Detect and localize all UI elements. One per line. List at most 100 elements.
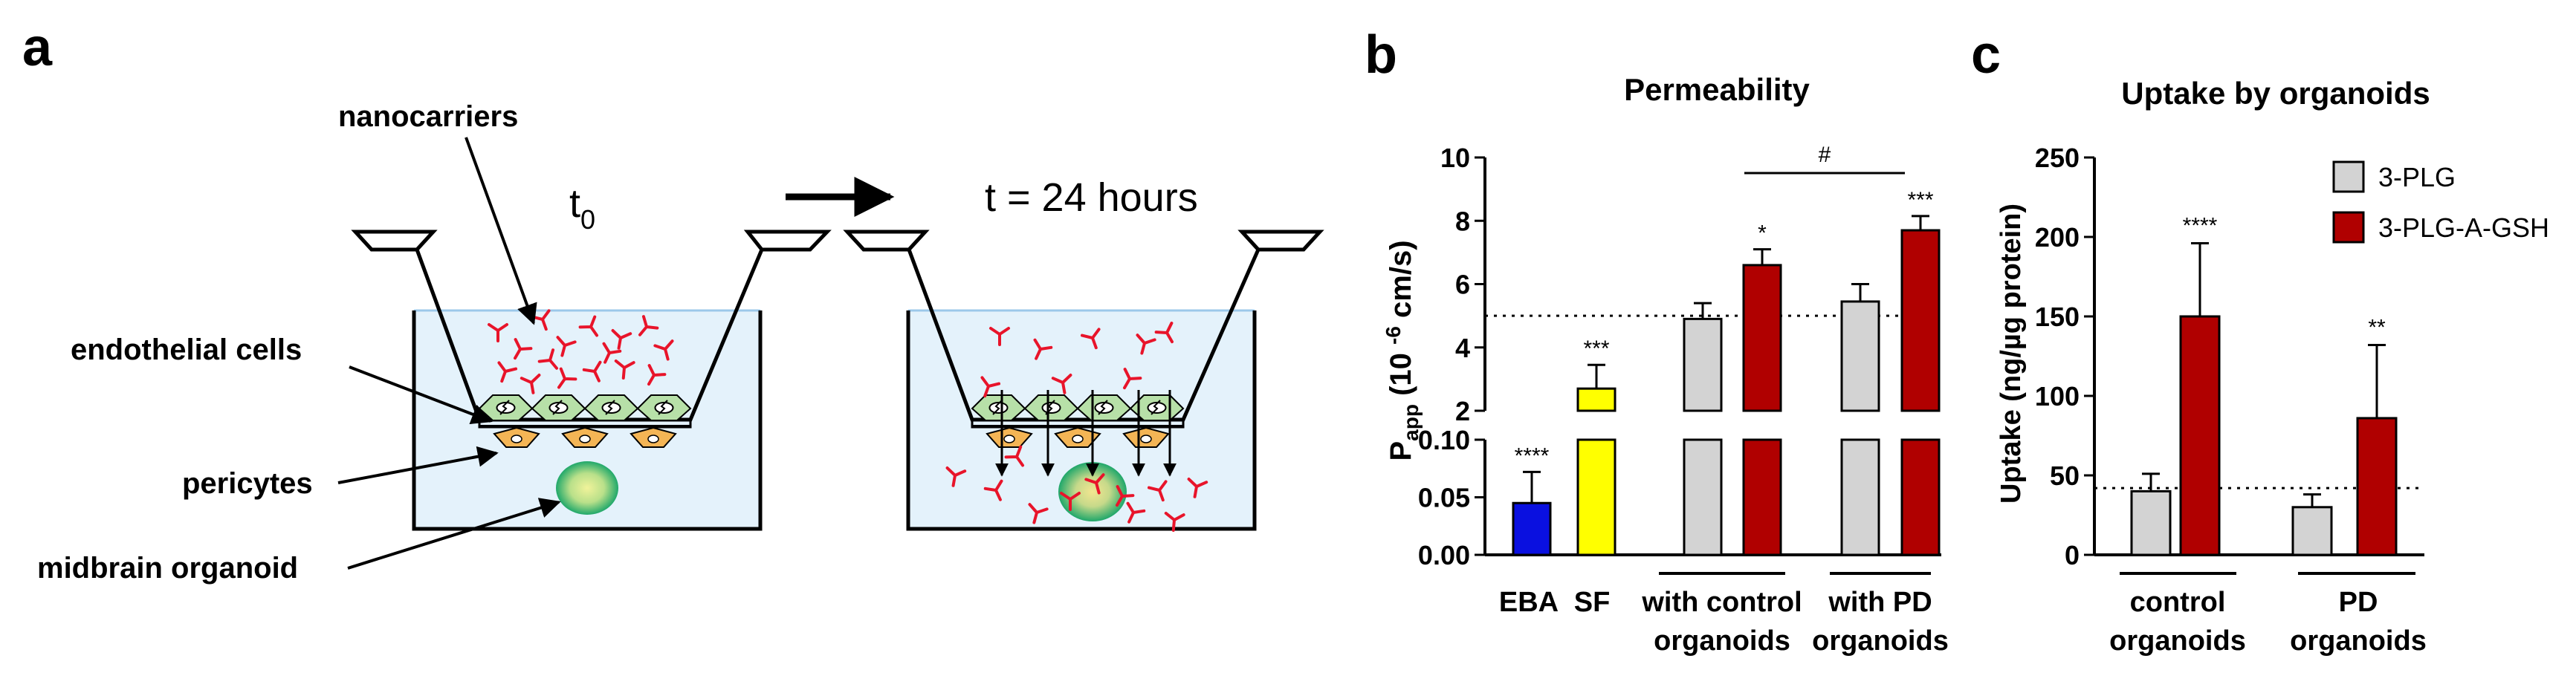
c-bar (2130, 489, 2172, 556)
nanocarrier (1004, 445, 1025, 467)
b-bar-lower (1742, 438, 1782, 556)
nanocarriers-left (488, 309, 674, 394)
nanocarrier (1126, 501, 1146, 524)
nanocarrier-shape (1116, 485, 1135, 507)
time-zero-label: t0 (569, 181, 595, 235)
nanocarrier-shape (557, 367, 577, 389)
b-tick-label: 0.10 (1418, 425, 1470, 455)
nanocarrier (1136, 334, 1156, 355)
organoid-right (1058, 462, 1127, 521)
nanocarrier (638, 315, 659, 336)
b-tick-label: 6 (1455, 270, 1470, 300)
nanocarrier-shape (514, 338, 533, 360)
panel-c-group-labels: control organoids PD organoids (2109, 572, 2427, 657)
c-tick-label: 200 (2035, 222, 2080, 253)
c-tick-label: 100 (2035, 381, 2080, 411)
organoid-left (556, 461, 618, 515)
nanocarrier (578, 315, 599, 337)
nanocarrier-shape (537, 348, 558, 370)
nanocarrier-shape (1154, 322, 1174, 344)
nanocarrier-shape (1080, 328, 1101, 350)
panel-c: c Uptake by organoids Uptake (ng/µg prot… (1971, 25, 2549, 657)
panel-b-ylabel: Papp (10 -6 cm/s) (1382, 240, 1423, 461)
nanocarrier (1147, 480, 1168, 502)
b-bar-upper (1576, 387, 1617, 412)
pericyte-nucleus (647, 435, 659, 443)
nanocarrier-shape (983, 479, 1003, 501)
c-group-label-ctrl-1: control (2130, 587, 2226, 618)
nanocarriers-right (945, 322, 1208, 532)
b-bar-upper (1683, 317, 1723, 412)
b-tick-label: 4 (1455, 333, 1470, 363)
nanocarrier (983, 479, 1003, 501)
group-label-pd-1: with PD (1828, 587, 1932, 618)
c-tick-label: 150 (2035, 302, 2080, 332)
time-24h-label: t = 24 hours (985, 175, 1198, 220)
nanocarrier-shape (1123, 368, 1142, 390)
hash-significance: # (1819, 143, 1831, 167)
b-significance: *** (1907, 188, 1933, 212)
nanocarrier-shape (602, 342, 622, 364)
panel-c-legend: 3-PLG 3-PLG-A-GSH (2332, 160, 2549, 244)
nanocarrier-shape (497, 361, 518, 383)
nanocarrier (537, 348, 558, 370)
c-bar (2291, 506, 2333, 556)
b-bar-upper (1742, 264, 1782, 412)
nanocarrier-shape (1147, 480, 1168, 502)
legend-swatch (2332, 160, 2365, 193)
panel-b-title: Permeability (1624, 72, 1810, 107)
b-bar-upper (1840, 300, 1880, 412)
nanocarrier-shape (638, 315, 659, 336)
panel-c-bars: ****** (2130, 214, 2398, 556)
c-tick-label: 50 (2050, 461, 2080, 491)
nanocarrier (1028, 503, 1049, 524)
panel-a-letter: a (22, 18, 53, 77)
nanocarrier (653, 339, 674, 361)
nanocarrier (1033, 338, 1053, 360)
group-label-sf: SF (1574, 587, 1611, 618)
nanocarrier (582, 360, 602, 383)
c-group-label-pd-2: organoids (2290, 625, 2427, 657)
nanocarrier (1154, 322, 1174, 344)
b-significance: **** (1515, 443, 1550, 468)
nanocarrier (1187, 478, 1208, 498)
nanocarrier (1116, 485, 1135, 507)
nanocarrier (514, 338, 533, 360)
tight-junction (499, 400, 510, 415)
nanocarrier-shape (1028, 503, 1049, 524)
group-label-ctrl-2: organoids (1654, 625, 1790, 657)
nanocarrier-shape (520, 374, 541, 394)
nanocarrier-shape (989, 327, 1010, 346)
b-tick-label: 10 (1440, 143, 1470, 173)
group-label-eba: EBA (1499, 587, 1559, 618)
label-endothelial: endothelial cells (71, 334, 302, 366)
nanocarrier-shape (1126, 501, 1146, 524)
tight-junction (605, 400, 615, 415)
nanocarrier-shape (488, 323, 508, 342)
nanocarrier (1123, 368, 1142, 390)
nanocarrier (1051, 374, 1072, 394)
nanocarrier (1060, 492, 1081, 511)
group-label-ctrl-1: with control (1641, 587, 1802, 618)
b-bar (1512, 501, 1552, 556)
tight-junction (1151, 400, 1161, 415)
nanocarrier-shape (980, 376, 1001, 398)
legend-label: 3-PLG-A-GSH (2378, 212, 2549, 243)
pericyte-nucleus (511, 435, 522, 443)
c-tick-label: 0 (2065, 540, 2080, 570)
tight-junction (552, 400, 563, 415)
b-bar-lower (1900, 438, 1941, 556)
cell-layer-left (478, 394, 692, 448)
nanocarrier (647, 364, 667, 386)
nanocarrier (1080, 328, 1101, 350)
nanocarrier-shape (1051, 374, 1072, 394)
nanocarrier (557, 367, 577, 389)
group-label-pd-2: organoids (1812, 625, 1949, 657)
nanocarrier-shape (1136, 334, 1156, 355)
nanocarrier-shape (1164, 511, 1185, 532)
transport-arrows (995, 390, 1177, 477)
c-significance: **** (2183, 214, 2218, 238)
nanocarrier-shape (1033, 338, 1053, 360)
label-organoid: midbrain organoid (37, 552, 298, 585)
